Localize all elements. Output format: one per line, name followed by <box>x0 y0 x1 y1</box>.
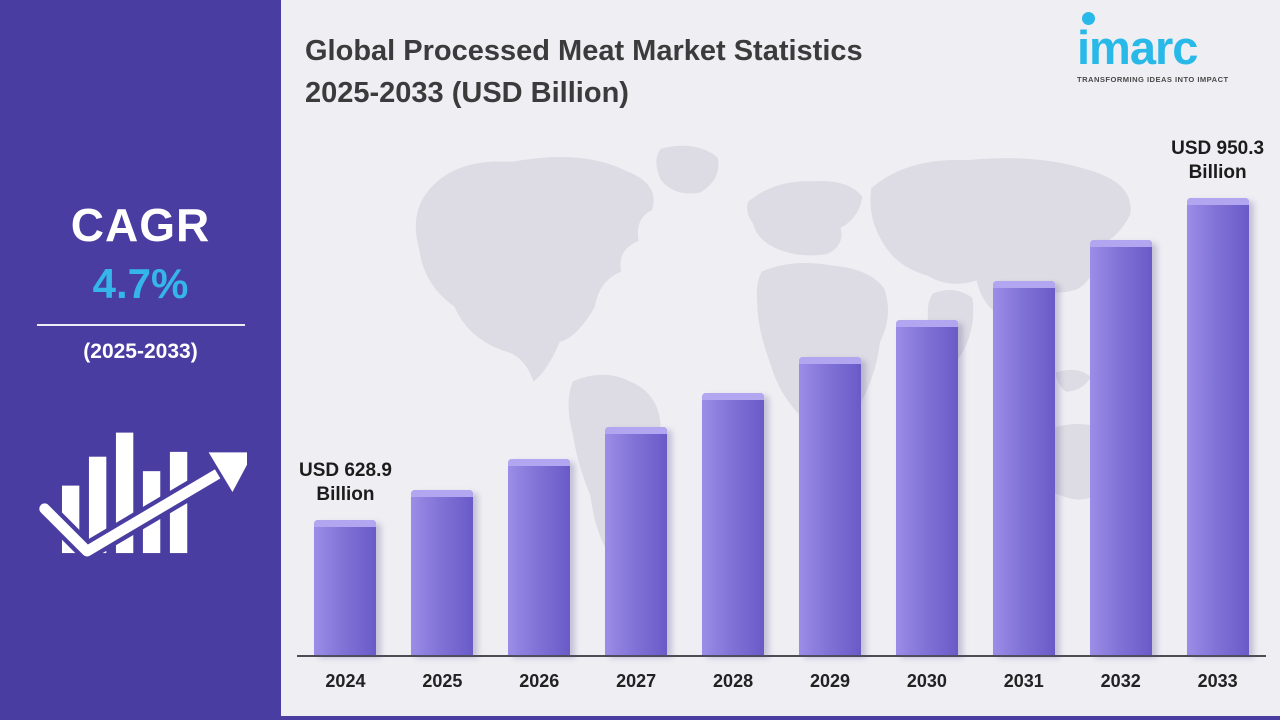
x-axis-label-2032: 2032 <box>1100 671 1141 691</box>
bar-2028 <box>702 393 765 655</box>
chart-panel: Global Processed Meat Market Statistics … <box>281 0 1280 720</box>
logo-dot-icon <box>1082 12 1095 25</box>
bar-group-2033: USD 950.3 Billion <box>1169 138 1266 655</box>
bar-2025 <box>411 490 474 655</box>
bar-value-label: USD 950.3 Billion <box>1171 137 1265 184</box>
bar-group-2031 <box>975 185 1072 655</box>
bar-2026 <box>508 459 571 655</box>
cagr-sidebar: CAGR 4.7% (2025-2033) <box>0 0 281 720</box>
bar-group-2029 <box>782 185 879 655</box>
bar-2033 <box>1186 198 1249 655</box>
bar-2024 <box>314 520 377 655</box>
x-axis-label-2026: 2026 <box>519 671 560 691</box>
title-line-2: 2025-2033 (USD Billion) <box>305 77 629 110</box>
bar-group-2030 <box>878 185 975 655</box>
imarc-logo: imarc TRANSFORMING IDEAS INTO IMPACT <box>1077 12 1262 84</box>
logo-text: imarc <box>1077 21 1198 74</box>
cagr-label: CAGR <box>70 199 211 251</box>
title-line-1: Global Processed Meat Market Statistics <box>305 35 863 67</box>
page-title: Global Processed Meat Market Statistics … <box>305 30 1085 114</box>
bottom-accent-strip <box>281 716 1280 720</box>
bar-group-2025 <box>394 185 491 655</box>
x-axis-label-2033: 2033 <box>1197 671 1238 691</box>
growth-chart-icon <box>0 406 281 576</box>
bar-group-2032 <box>1072 185 1169 655</box>
bar-value-label: USD 628.9 Billion <box>298 459 392 506</box>
logo-tagline: TRANSFORMING IDEAS INTO IMPACT <box>1077 74 1229 84</box>
x-axis-label-2028: 2028 <box>713 671 754 691</box>
bar-2029 <box>798 357 861 655</box>
bar-group-2024: USD 628.9 Billion <box>297 185 394 655</box>
x-axis-label-2024: 2024 <box>325 671 366 691</box>
bar-2032 <box>1089 240 1152 655</box>
bar-group-2028 <box>685 185 782 655</box>
x-axis-label-2031: 2031 <box>1003 671 1044 691</box>
x-axis-label-2027: 2027 <box>616 671 657 691</box>
bar-group-2027 <box>588 185 685 655</box>
x-axis-line <box>297 655 1266 657</box>
bar-arrow-icon <box>34 432 259 561</box>
cagr-value: 4.7% <box>92 260 189 307</box>
x-axis-label-2030: 2030 <box>906 671 947 691</box>
bar-2030 <box>895 320 958 655</box>
plot-area: USD 628.9 Billion USD 950.3 Billion <box>297 138 1266 655</box>
cagr-period: (2025-2033) <box>83 340 198 363</box>
bar-chart: USD 628.9 Billion USD 950.3 Billion 2024 2… <box>297 138 1266 692</box>
x-axis-label-2025: 2025 <box>422 671 463 691</box>
bar-group-2026 <box>491 185 588 655</box>
bar-2027 <box>605 427 668 655</box>
bar-2031 <box>992 281 1055 655</box>
divider <box>36 324 245 326</box>
x-axis-label-2029: 2029 <box>809 671 850 691</box>
x-axis-labels: 2024 2025 2026 2027 2028 2029 2030 2031 2032 2033 <box>297 671 1266 692</box>
